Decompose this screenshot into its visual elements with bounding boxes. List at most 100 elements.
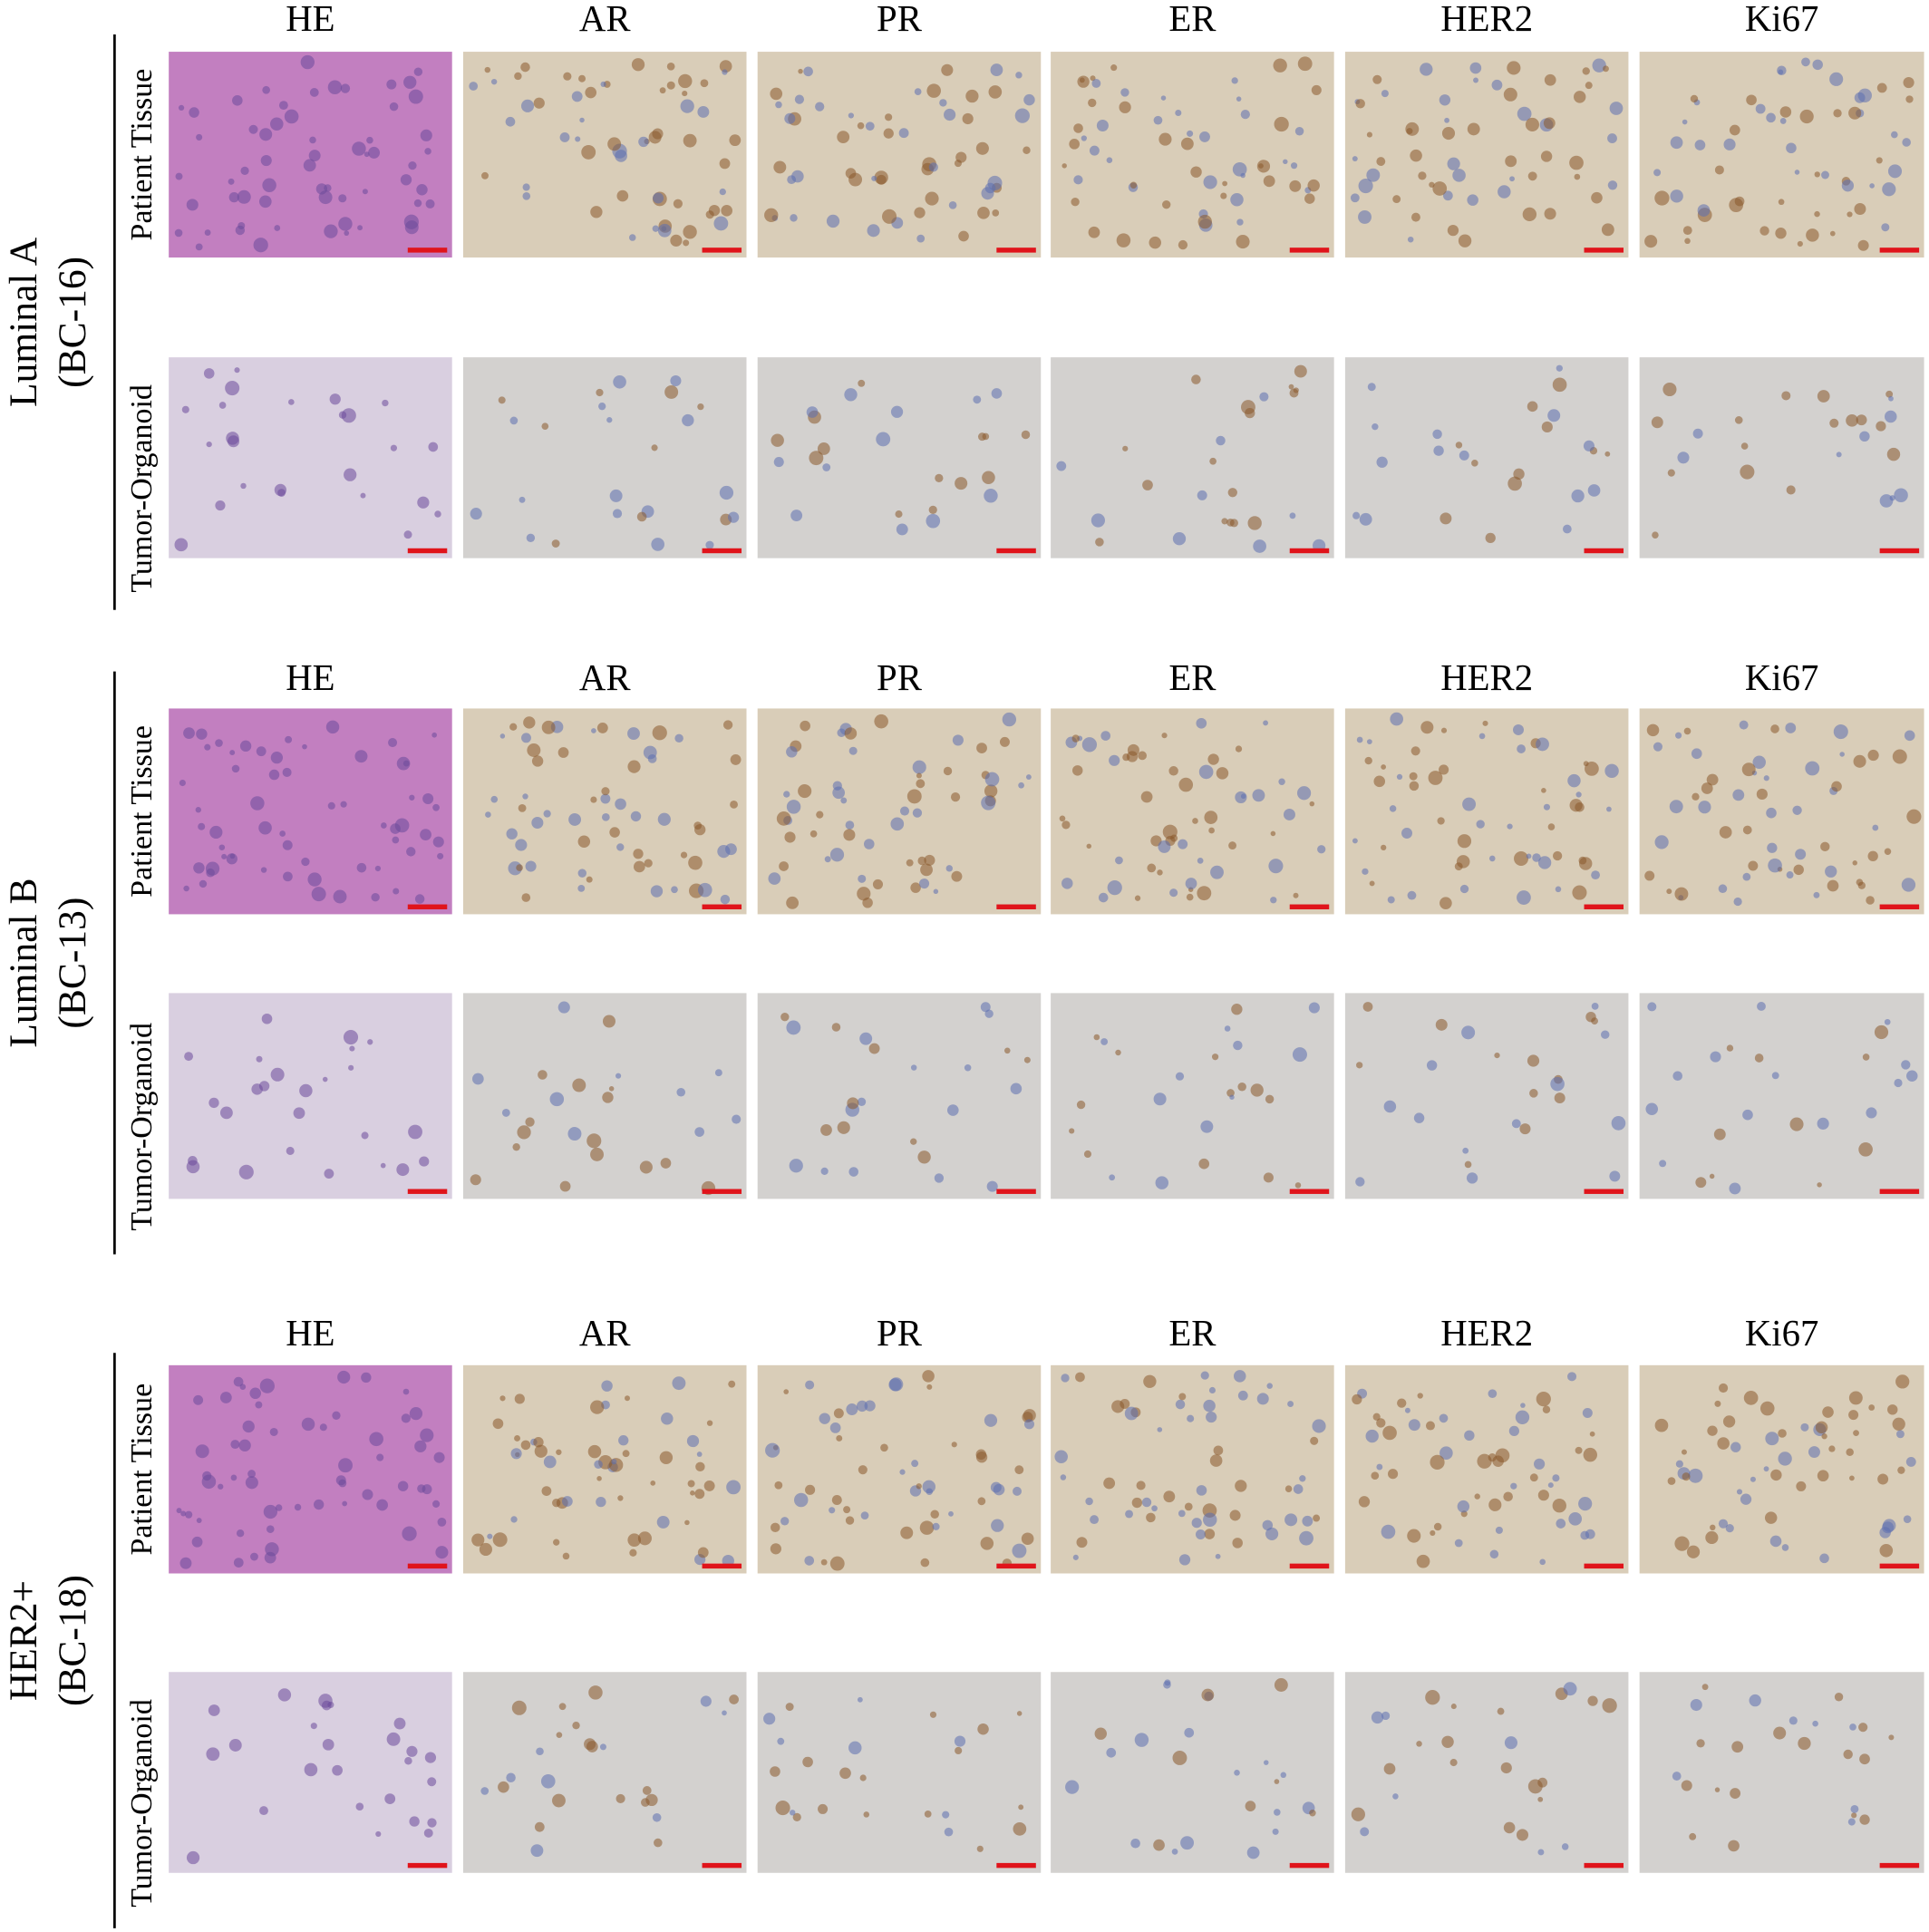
cell	[337, 1370, 351, 1384]
cell	[730, 753, 742, 765]
cell	[843, 1506, 851, 1514]
cell	[209, 825, 223, 840]
cell	[846, 1403, 858, 1415]
cell	[722, 1710, 727, 1716]
cell	[1464, 1160, 1472, 1169]
cell	[261, 1013, 273, 1024]
cell	[1843, 1749, 1853, 1760]
cell	[1457, 834, 1472, 849]
cell	[1235, 791, 1247, 804]
cell	[1488, 1498, 1502, 1511]
cell	[930, 1510, 939, 1519]
cell	[1273, 58, 1287, 73]
cell	[1409, 781, 1420, 791]
cell	[344, 468, 357, 481]
cell	[895, 510, 903, 519]
cell	[1180, 1836, 1195, 1850]
cell	[1259, 392, 1269, 402]
cell	[840, 797, 848, 804]
cell	[867, 224, 880, 238]
cell	[1016, 1711, 1023, 1716]
cell	[1085, 1497, 1093, 1506]
cell	[1196, 717, 1207, 729]
cell	[1503, 1491, 1513, 1502]
cell	[1208, 827, 1215, 834]
cell	[1192, 818, 1198, 824]
cell	[1713, 1128, 1726, 1141]
cell	[1206, 1411, 1217, 1423]
group-label: (BC-18)	[51, 1575, 94, 1706]
cell	[1571, 489, 1585, 503]
cell	[1887, 1404, 1898, 1415]
cell	[1514, 850, 1529, 866]
cell	[523, 716, 536, 729]
cell	[798, 783, 812, 799]
cell	[218, 844, 226, 850]
cell	[847, 1097, 859, 1110]
cell	[982, 471, 995, 485]
cell	[815, 102, 825, 112]
cell	[1730, 1442, 1741, 1452]
cell	[1169, 888, 1178, 898]
cell	[1815, 1421, 1828, 1434]
cell	[1362, 1002, 1373, 1012]
cell	[1439, 94, 1451, 106]
cell	[1822, 1406, 1834, 1418]
cell	[919, 1520, 935, 1535]
micrograph	[757, 993, 1042, 1199]
cell	[1730, 1788, 1741, 1799]
cell	[1578, 856, 1587, 865]
cell	[1002, 712, 1017, 727]
cell	[1294, 126, 1304, 136]
cell	[1879, 1527, 1891, 1539]
cell	[1644, 870, 1655, 881]
cell	[481, 171, 489, 180]
cell	[1792, 805, 1802, 815]
cell	[368, 146, 381, 159]
cell	[338, 411, 347, 419]
cell	[770, 87, 783, 101]
cell	[1604, 763, 1619, 779]
micrograph-background	[1344, 357, 1629, 558]
cell	[1469, 62, 1482, 74]
cell	[1106, 1747, 1117, 1758]
cell	[409, 1816, 420, 1827]
cell	[1014, 1465, 1024, 1475]
cell	[1839, 752, 1845, 757]
cell	[1075, 1372, 1085, 1383]
cell	[185, 1510, 193, 1519]
cell	[1289, 180, 1302, 192]
cell	[374, 865, 382, 872]
cell	[1252, 789, 1265, 802]
cell	[522, 183, 530, 191]
cell	[1426, 1060, 1438, 1071]
cell	[868, 1043, 880, 1054]
cell	[1187, 130, 1194, 137]
cell	[1897, 1466, 1905, 1474]
cell	[1683, 727, 1692, 735]
cell	[833, 1408, 844, 1419]
cell	[859, 1032, 873, 1045]
cell	[1644, 235, 1658, 248]
cell	[376, 1499, 388, 1511]
cell	[255, 1401, 263, 1409]
cell	[1351, 1807, 1365, 1821]
cell	[1184, 1727, 1195, 1738]
cell	[319, 1423, 327, 1432]
cell	[1220, 192, 1227, 199]
cell	[786, 746, 798, 758]
micrograph	[169, 357, 452, 558]
cell	[792, 1812, 801, 1822]
cell	[506, 828, 518, 840]
cell	[706, 1420, 713, 1426]
cell	[1274, 1809, 1281, 1816]
cell	[1437, 817, 1445, 825]
cell	[1263, 1760, 1269, 1765]
cell	[616, 843, 625, 851]
cell	[1515, 1410, 1530, 1424]
cell	[1585, 1529, 1595, 1539]
cell	[872, 879, 884, 889]
cell	[1355, 1177, 1365, 1187]
cell	[1674, 1536, 1690, 1551]
cell	[819, 1413, 830, 1424]
